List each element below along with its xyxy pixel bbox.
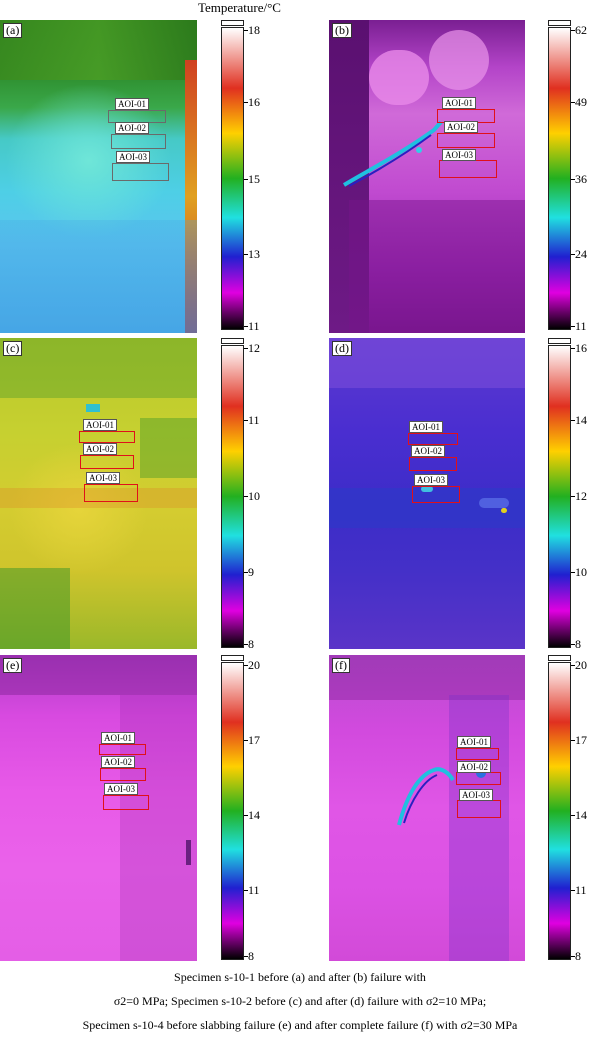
thermal-image-b: (b) AOI-01 AOI-02 AOI-03 <box>329 20 525 333</box>
colorbar-tick: 24 <box>571 247 587 261</box>
thermal-image-d: (d) AOI-01 AOI-02 AOI-03 <box>329 338 525 649</box>
aoi-label: AOI-01 <box>101 732 135 744</box>
aoi-label: AOI-03 <box>104 783 138 795</box>
colorbar-tick: 49 <box>571 95 587 109</box>
panel-label: (b) <box>332 23 352 38</box>
colorbar-tick: 10 <box>571 565 587 579</box>
aoi-label: AOI-02 <box>115 122 149 134</box>
thermal-image-f: (f) AOI-01 AOI-02 AOI-03 <box>329 655 525 961</box>
colorbar-cap <box>548 20 571 26</box>
panel-label: (d) <box>332 341 352 356</box>
panel-label: (a) <box>3 23 23 38</box>
colorbar-tick: 11 <box>244 413 260 427</box>
thermal-image-a: (a) AOI-01 AOI-02 AOI-03 <box>0 20 197 333</box>
aoi-box <box>456 748 499 760</box>
colorbar-tick: 36 <box>571 172 587 186</box>
colorbar-tick: 16 <box>244 95 260 109</box>
colorbar-tick: 20 <box>571 658 587 672</box>
aoi-label: AOI-02 <box>83 443 117 455</box>
aoi-box <box>457 800 501 818</box>
colorbar-tick: 16 <box>571 341 587 355</box>
aoi-box <box>408 433 458 445</box>
figure-caption: Specimen s-10-1 before (a) and after (b)… <box>0 965 600 1037</box>
colorbar-tick: 8 <box>244 949 254 963</box>
aoi-box <box>111 134 166 149</box>
colorbar-tick: 20 <box>244 658 260 672</box>
thermal-image-c: (c) AOI-01 AOI-02 AOI-03 <box>0 338 197 649</box>
aoi-box <box>79 431 135 443</box>
colorbar-cap <box>221 338 244 344</box>
colorbar-tick: 62 <box>571 23 587 37</box>
aoi-label: AOI-02 <box>101 756 135 768</box>
colorbar-tick: 13 <box>244 247 260 261</box>
aoi-box <box>80 455 134 469</box>
colorbar-tick: 18 <box>244 23 260 37</box>
aoi-label: AOI-03 <box>86 472 120 484</box>
colorbar-cap <box>548 338 571 344</box>
colorbar <box>221 662 244 960</box>
aoi-box <box>437 133 495 148</box>
colorbar <box>548 345 571 648</box>
colorbar-tick: 17 <box>244 733 260 747</box>
caption-line: Specimen s-10-1 before (a) and after (b)… <box>174 970 426 984</box>
aoi-box <box>112 163 169 181</box>
aoi-box <box>409 457 457 471</box>
colorbar-tick: 15 <box>244 172 260 186</box>
colorbar-tick: 14 <box>244 808 260 822</box>
colorbar <box>221 345 244 648</box>
colorbar <box>221 27 244 330</box>
aoi-box <box>100 768 146 781</box>
aoi-label: AOI-03 <box>116 151 150 163</box>
colorbar-cap <box>221 655 244 661</box>
aoi-box <box>456 772 501 785</box>
colorbar <box>548 662 571 960</box>
aoi-label: AOI-03 <box>459 789 493 801</box>
colorbar-tick: 10 <box>244 489 260 503</box>
aoi-label: AOI-01 <box>83 419 117 431</box>
colorbar-tick: 8 <box>571 949 581 963</box>
panel-label: (e) <box>3 658 23 673</box>
aoi-label: AOI-02 <box>444 121 478 133</box>
aoi-label: AOI-01 <box>457 736 491 748</box>
colorbar-cap <box>548 655 571 661</box>
thermal-image-e: (e) AOI-01 AOI-02 AOI-03 <box>0 655 197 961</box>
colorbar-tick: 17 <box>571 733 587 747</box>
colorbar-tick: 8 <box>571 637 581 651</box>
colorbar-tick: 12 <box>571 489 587 503</box>
colorbar-tick: 9 <box>244 565 254 579</box>
colorbar-cap <box>221 20 244 26</box>
aoi-label: AOI-03 <box>442 149 476 161</box>
aoi-label: AOI-01 <box>115 98 149 110</box>
panel-label: (c) <box>3 341 23 356</box>
colorbar-tick: 11 <box>571 883 587 897</box>
aoi-label: AOI-03 <box>414 474 448 486</box>
aoi-box <box>439 160 497 178</box>
colorbar-tick: 11 <box>244 883 260 897</box>
colorbar-tick: 14 <box>571 413 587 427</box>
aoi-label: AOI-01 <box>409 421 443 433</box>
colorbar-tick: 14 <box>571 808 587 822</box>
colorbar-title: Temperature/°C <box>198 0 281 15</box>
colorbar <box>548 27 571 330</box>
colorbar-tick: 11 <box>244 319 260 333</box>
caption-line: Specimen s-10-4 before slabbing failure … <box>82 1018 518 1032</box>
aoi-label: AOI-02 <box>457 761 491 773</box>
aoi-box <box>99 744 146 755</box>
aoi-box <box>412 486 460 503</box>
caption-line: σ2=0 MPa; Specimen s-10-2 before (c) and… <box>113 994 487 1008</box>
aoi-box <box>84 484 138 502</box>
colorbar-tick: 12 <box>244 341 260 355</box>
colorbar-tick: 8 <box>244 637 254 651</box>
colorbar-tick: 11 <box>571 319 587 333</box>
aoi-label: AOI-02 <box>411 445 445 457</box>
panel-label: (f) <box>332 658 350 673</box>
aoi-box <box>103 795 149 810</box>
aoi-label: AOI-01 <box>442 97 476 109</box>
